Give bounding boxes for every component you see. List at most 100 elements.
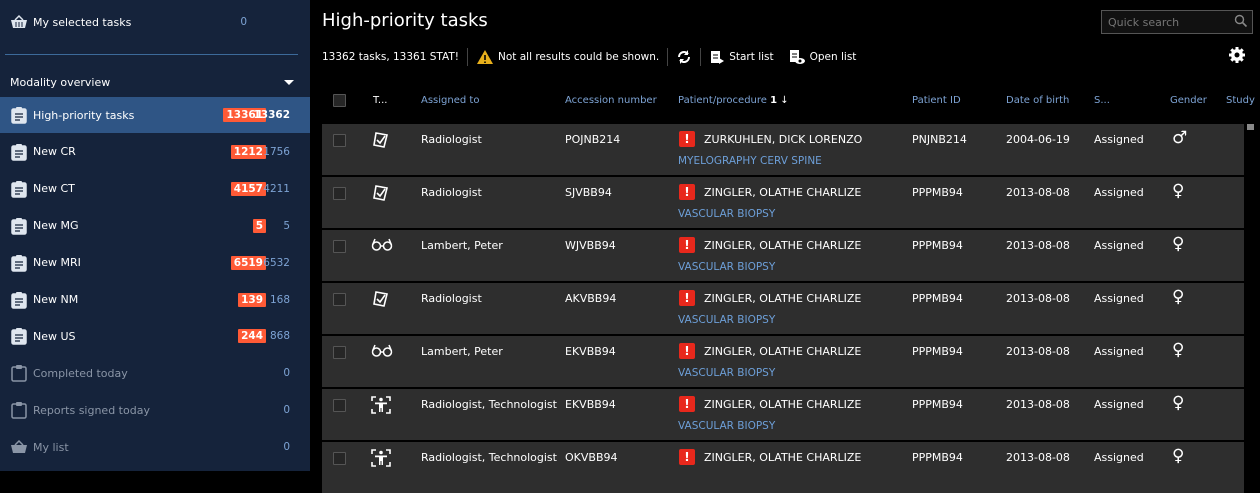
row-checkbox[interactable]	[333, 134, 346, 147]
basket-icon	[10, 13, 28, 31]
row-checkbox[interactable]	[333, 452, 346, 465]
count: 0	[283, 367, 290, 380]
procedure[interactable]: VASCULAR BIOPSY	[678, 367, 776, 379]
sidebar-item[interactable]: New NM 139 168	[0, 282, 310, 318]
sidebar-item-label: My selected tasks	[33, 15, 132, 29]
toolbar: 13362 tasks, 13361 STAT! Not all results…	[322, 47, 870, 67]
accession-number: WJVBB94	[565, 239, 616, 252]
count: 0	[283, 404, 290, 417]
start-list-icon	[711, 51, 725, 64]
accession-number: EKVBB94	[565, 345, 616, 358]
date-of-birth: 2013-08-08	[1006, 186, 1070, 199]
sidebar-item[interactable]: New MRI 6519 6532	[0, 245, 310, 281]
patient-name[interactable]: ZINGLER, OLATHE CHARLIZE	[704, 239, 862, 252]
clipboard-icon	[10, 364, 28, 383]
date-of-birth: 2004-06-19	[1006, 133, 1070, 146]
procedure[interactable]: VASCULAR BIOPSY	[678, 208, 776, 220]
female-icon: ♀	[1172, 393, 1185, 413]
clipboard-icon	[10, 401, 28, 419]
status: Assigned	[1094, 239, 1144, 252]
stat-priority-icon: !	[679, 343, 695, 359]
stat-badge: 4157	[230, 181, 266, 196]
search-icon[interactable]	[1234, 14, 1248, 31]
stat-badge: 6519	[230, 255, 266, 270]
table-row[interactable]: Radiologist AKVBB94 ! ZINGLER, OLATHE CH…	[322, 283, 1244, 334]
sidebar-item-label: New NM	[33, 293, 79, 306]
date-of-birth: 2013-08-08	[1006, 239, 1070, 252]
table-row[interactable]: Lambert, Peter EKVBB94 ! ZINGLER, OLATHE…	[322, 336, 1244, 387]
accession-number: OKVBB94	[565, 451, 618, 464]
report-icon	[371, 290, 389, 311]
patient-name[interactable]: ZINGLER, OLATHE CHARLIZE	[704, 398, 862, 411]
start-list-button[interactable]: Start list	[709, 49, 774, 65]
procedure[interactable]: VASCULAR BIOPSY	[678, 261, 776, 273]
assigned-to: Radiologist	[421, 133, 482, 146]
row-checkbox[interactable]	[333, 399, 346, 412]
column-status[interactable]: S...	[1094, 95, 1110, 106]
modality-overview-header[interactable]: Modality overview	[10, 76, 298, 89]
scrollbar-thumb[interactable]	[1247, 124, 1254, 130]
column-study[interactable]: Study	[1226, 95, 1255, 106]
sidebar-item[interactable]: New CR 1212 1756	[0, 134, 310, 170]
patient-name[interactable]: ZINGLER, OLATHE CHARLIZE	[704, 292, 862, 305]
accession-number: POJNB214	[565, 133, 621, 146]
patient-name[interactable]: ZINGLER, OLATHE CHARLIZE	[704, 451, 862, 464]
column-date-of-birth[interactable]: Date of birth	[1006, 95, 1070, 106]
row-checkbox[interactable]	[333, 240, 346, 253]
table-row[interactable]: Lambert, Peter WJVBB94 ! ZINGLER, OLATHE…	[322, 230, 1244, 281]
sidebar-item-label: New MG	[33, 219, 79, 233]
sidebar-item[interactable]: My list 0	[0, 429, 310, 465]
procedure[interactable]: VASCULAR BIOPSY	[678, 314, 776, 326]
column-type[interactable]: T...	[373, 95, 388, 106]
female-icon: ♀	[1172, 287, 1185, 307]
sidebar-item[interactable]: Reports signed today 0	[0, 392, 310, 428]
patient-name[interactable]: ZINGLER, OLATHE CHARLIZE	[704, 345, 862, 358]
sidebar-item[interactable]: Completed today 0	[0, 355, 310, 391]
assigned-to: Radiologist	[421, 292, 482, 305]
select-all-checkbox[interactable]	[333, 94, 346, 107]
date-of-birth: 2013-08-08	[1006, 398, 1070, 411]
sidebar: My selected tasks 0 Modality overview Hi…	[0, 0, 310, 471]
body-scan-icon	[371, 449, 391, 470]
sidebar-item[interactable]: High-priority tasks 13361 13362	[0, 97, 310, 133]
table-row[interactable]: Radiologist POJNB214 ! ZURKUHLEN, DICK L…	[322, 124, 1244, 175]
sidebar-item-my-selected-tasks[interactable]: My selected tasks 0	[0, 4, 310, 40]
separator	[466, 48, 468, 66]
table-row[interactable]: Radiologist, Technologist EKVBB94 ! ZING…	[322, 389, 1244, 440]
procedure[interactable]: VASCULAR BIOPSY	[678, 420, 776, 432]
clipboard-icon	[10, 327, 28, 346]
procedure[interactable]: MYELOGRAPHY CERV SPINE	[678, 155, 822, 167]
column-patient-id[interactable]: Patient ID	[912, 95, 961, 106]
chevron-down-icon[interactable]	[284, 80, 294, 85]
table-row[interactable]: Radiologist, Technologist OKVBB94 ! ZING…	[322, 442, 1244, 493]
column-assigned-to[interactable]: Assigned to	[421, 95, 480, 106]
sidebar-item[interactable]: New CT 4157 4211	[0, 171, 310, 207]
status: Assigned	[1094, 186, 1144, 199]
patient-name[interactable]: ZURKUHLEN, DICK LORENZO	[704, 133, 863, 146]
table-row[interactable]: Radiologist SJVBB94 ! ZINGLER, OLATHE CH…	[322, 177, 1244, 228]
row-checkbox[interactable]	[333, 293, 346, 306]
status: Assigned	[1094, 451, 1144, 464]
column-gender[interactable]: Gender	[1170, 95, 1207, 106]
row-checkbox[interactable]	[333, 187, 346, 200]
patient-name[interactable]: ZINGLER, OLATHE CHARLIZE	[704, 186, 862, 199]
open-list-button[interactable]: Open list	[788, 49, 856, 65]
warning-message: Not all results could be shown.	[476, 49, 659, 65]
sidebar-item-label: Reports signed today	[33, 403, 150, 417]
column-accession-number[interactable]: Accession number	[565, 95, 657, 106]
sidebar-item[interactable]: New US 244 868	[0, 318, 310, 354]
stat-badge: 1212	[230, 144, 266, 159]
sidebar-item-label: New CR	[33, 145, 76, 159]
gear-icon[interactable]	[1228, 46, 1246, 67]
row-checkbox[interactable]	[333, 346, 346, 359]
count: 0	[240, 16, 247, 28]
stat-badge: 13361	[223, 108, 266, 122]
refresh-button[interactable]	[676, 49, 692, 65]
sidebar-item-label: New US	[33, 329, 76, 343]
status: Assigned	[1094, 345, 1144, 358]
search-input[interactable]	[1101, 10, 1253, 34]
column-patient-procedure[interactable]: Patient/procedure 1 ↓	[678, 95, 789, 106]
sidebar-item[interactable]: New MG 5 5	[0, 208, 310, 244]
status: Assigned	[1094, 292, 1144, 305]
count: 13362	[253, 109, 290, 121]
